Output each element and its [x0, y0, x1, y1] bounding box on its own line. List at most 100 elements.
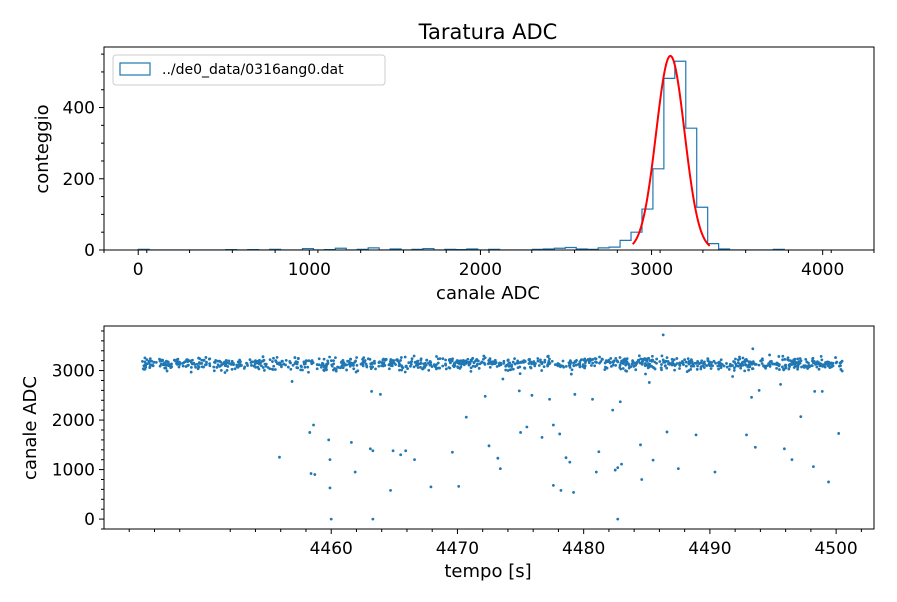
scatter-point — [435, 363, 438, 367]
scatter-point — [459, 359, 463, 363]
scatter-point — [838, 364, 841, 368]
scatter-point — [384, 357, 388, 361]
scatter-point — [483, 394, 487, 398]
scatter-point — [339, 360, 343, 364]
scatter-point — [676, 467, 680, 470]
scatter-point — [678, 367, 681, 370]
scatter-point — [255, 359, 259, 363]
scatter-point — [273, 368, 277, 371]
scatter-point — [475, 362, 479, 366]
scatter-point — [515, 361, 519, 365]
scatter-point — [432, 363, 436, 367]
scatter-point — [248, 358, 252, 362]
scatter-point — [665, 430, 669, 434]
histogram-x-tick-label: 1000 — [288, 260, 331, 280]
scatter-point — [145, 358, 149, 362]
scatter-point — [641, 357, 645, 361]
scatter-point — [573, 392, 577, 396]
scatter-point — [569, 360, 573, 364]
scatter-point — [342, 361, 346, 365]
scatter-point — [412, 354, 416, 358]
scatter-point — [188, 359, 192, 363]
scatter-point — [518, 372, 522, 376]
scatter-point — [398, 368, 401, 372]
scatter-point — [647, 356, 651, 360]
scatter-point — [714, 361, 717, 365]
scatter-point — [660, 354, 664, 358]
scatter-point — [252, 360, 256, 364]
scatter-point — [739, 366, 743, 370]
scatter-point — [239, 360, 242, 364]
scatter-point — [262, 358, 266, 362]
scatter-point — [728, 364, 732, 368]
scatter-point — [604, 365, 607, 369]
scatter-point — [202, 358, 206, 362]
scatter-point — [823, 363, 827, 367]
scatter-point — [306, 365, 310, 369]
scatter-point — [245, 361, 248, 365]
scatter-point — [574, 363, 578, 367]
scatter-point — [564, 456, 568, 460]
scatter-point — [614, 356, 618, 360]
scatter-point — [163, 361, 167, 365]
scatter-point — [591, 397, 594, 401]
scatter-point — [261, 355, 265, 359]
legend-label: ../de0_data/0316ang0.dat — [162, 62, 344, 78]
scatter-point — [223, 360, 226, 364]
scatter-point — [765, 364, 769, 368]
scatter-point — [332, 368, 335, 372]
scatter-point — [632, 365, 636, 368]
scatter-point — [169, 366, 173, 369]
scatter-point — [689, 358, 693, 362]
scatter-point — [796, 357, 800, 361]
scatter-point — [668, 362, 672, 366]
scatter-point — [660, 363, 663, 366]
scatter-point — [264, 362, 268, 366]
scatter-point — [793, 357, 797, 361]
scatter-point — [423, 365, 427, 369]
scatter-point — [650, 358, 654, 362]
scatter-point — [709, 363, 713, 367]
scatter-point — [257, 367, 261, 371]
scatter-point — [413, 458, 416, 462]
scatter-point — [518, 365, 522, 369]
scatter-point — [630, 362, 634, 366]
scatter-point — [204, 356, 208, 359]
scatter-point — [212, 369, 216, 373]
scatter-point — [345, 363, 349, 367]
scatter-point — [397, 360, 401, 364]
scatter-point — [613, 468, 617, 472]
scatter-point — [561, 359, 565, 363]
scatter-point — [694, 361, 698, 365]
scatter-y-tick-label: 1000 — [52, 461, 95, 481]
scatter-point — [205, 360, 208, 364]
scatter-point — [370, 389, 374, 393]
scatter-point — [236, 365, 240, 369]
scatter-point — [517, 389, 521, 393]
scatter-point — [435, 367, 438, 371]
scatter-point — [546, 355, 550, 358]
scatter-point — [355, 363, 359, 367]
scatter-point — [322, 357, 326, 361]
scatter-point — [227, 359, 231, 363]
scatter-point — [328, 458, 332, 462]
scatter-point — [753, 445, 757, 449]
scatter-point — [224, 358, 228, 362]
scatter-point — [837, 432, 841, 435]
scatter-point — [430, 365, 434, 369]
scatter-point — [403, 355, 407, 359]
scatter-point — [407, 361, 411, 365]
scatter-point — [775, 363, 778, 367]
scatter-point — [608, 360, 612, 364]
scatter-point — [326, 359, 330, 363]
scatter-point — [548, 397, 551, 401]
scatter-point — [551, 484, 555, 487]
scatter-point — [225, 369, 229, 372]
scatter-point — [619, 361, 623, 365]
scatter-point — [757, 363, 761, 367]
scatter-point — [176, 357, 180, 361]
scatter-point — [429, 485, 433, 489]
scatter-point — [611, 360, 615, 364]
scatter-point — [196, 367, 200, 371]
scatter-point — [834, 356, 837, 359]
